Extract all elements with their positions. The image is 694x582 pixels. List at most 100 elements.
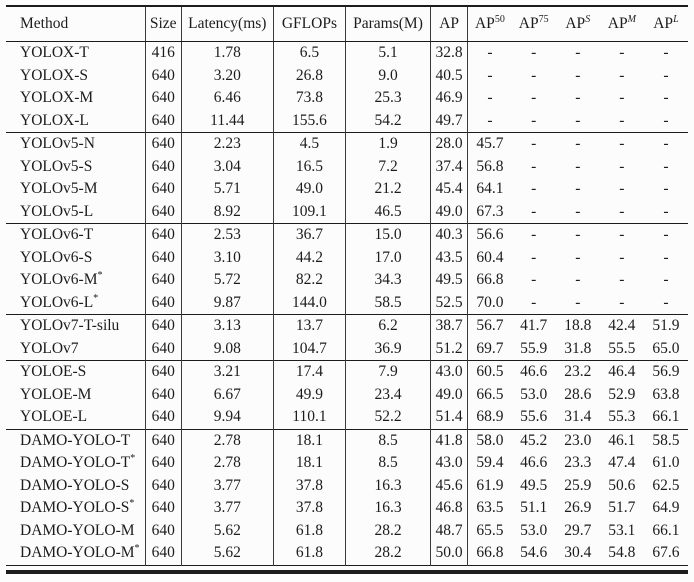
value-cell: 52.9 <box>608 385 636 403</box>
method-cell: DAMO-YOLO-S <box>20 476 130 494</box>
value-cell: 640 <box>144 155 182 178</box>
value-cell: 42.4 <box>599 314 644 338</box>
value-cell: 640 <box>144 246 182 269</box>
value-cell: 5.62 <box>180 542 274 565</box>
method-cell: DAMO-YOLO-S* <box>20 498 135 517</box>
method-cell: YOLOv6-S <box>20 248 93 266</box>
value-cell: 55.9 <box>520 339 548 357</box>
value-cell: 28.0 <box>430 132 468 156</box>
value-cell: 2.53 <box>180 223 274 247</box>
value-cell: 155.6 <box>272 109 346 133</box>
value-cell: 640 <box>144 452 182 475</box>
value-cell: 16.3 <box>344 497 431 520</box>
asterisk-superscript: * <box>129 498 135 510</box>
column-header-gflops: GFLOPs <box>272 6 346 42</box>
method-cell: YOLOv5-N <box>6 132 146 156</box>
value-cell: 109.1 <box>272 200 346 224</box>
value-cell: 9.08 <box>180 337 274 361</box>
value-cell: 13.7 <box>272 314 346 338</box>
column-header-method: Method <box>6 6 146 42</box>
value-cell: 52.5 <box>430 291 468 315</box>
method-cell: DAMO-YOLO-M* <box>20 543 140 562</box>
value-cell: - <box>467 109 512 133</box>
value-cell: 41.8 <box>430 428 468 452</box>
value-cell: 43.0 <box>430 452 468 475</box>
value-cell: 5.71 <box>180 178 274 201</box>
table-row: YOLOv6-L* 640 9.87 144.0 58.5 52.5 70.0 - - - - <box>6 291 688 315</box>
value-cell: 65.0 <box>652 339 680 357</box>
value-cell: 28.2 <box>344 542 431 565</box>
value-cell: 51.1 <box>520 499 548 517</box>
header-superscript: L <box>673 13 679 25</box>
value-cell: 5.1 <box>344 41 431 65</box>
table-row: YOLOv5-M 640 5.71 49.0 21.2 45.4 64.1 - - - - <box>6 178 688 201</box>
value-cell: 63.8 <box>652 385 680 403</box>
method-cell: YOLOX-S <box>20 66 89 84</box>
value-cell: - <box>619 111 625 129</box>
table-row: YOLOv5-S 640 3.04 16.5 7.2 37.4 56.8 - - - - <box>6 155 688 178</box>
value-cell: 3.21 <box>180 360 274 384</box>
value-cell: - <box>575 202 581 220</box>
value-cell: 66.5 <box>467 383 512 406</box>
method-cell: YOLOv6-M* <box>20 270 103 289</box>
value-cell: 61.8 <box>272 542 346 565</box>
value-cell: 82.2 <box>272 269 346 292</box>
value-cell: - <box>555 41 600 65</box>
table-row: DAMO-YOLO-T* 640 2.78 18.1 8.5 43.0 59.4 46.6 23… <box>6 452 688 475</box>
value-cell: 2.78 <box>180 452 274 475</box>
value-cell: - <box>619 271 625 289</box>
value-cell: 64.1 <box>467 178 512 201</box>
value-cell: 73.8 <box>272 87 346 110</box>
value-cell: 49.0 <box>430 200 468 224</box>
value-cell: 104.7 <box>272 337 346 361</box>
table-header: Method Size Latency(ms) GFLOPs Params(M) AP AP… <box>6 6 688 42</box>
value-cell: 26.9 <box>564 499 592 517</box>
value-cell: 43.0 <box>430 360 468 384</box>
value-cell: 3.04 <box>180 155 274 178</box>
table-row: DAMO-YOLO-S 640 3.77 37.8 16.3 45.6 61.9 49.5 25… <box>6 474 688 497</box>
value-cell: 51.2 <box>430 337 468 361</box>
value-cell: 44.2 <box>272 246 346 269</box>
value-cell: 2.23 <box>180 132 274 156</box>
table-row: YOLOX-T 416 1.78 6.5 5.1 32.8- - - - - <box>6 41 688 65</box>
value-cell: 40.5 <box>430 64 468 87</box>
value-cell: 49.0 <box>272 178 346 201</box>
table-bottom-rule <box>6 570 688 574</box>
method-group: YOLOE-S 640 3.21 17.4 7.9 43.0 60.5 46.6 23.2 46.… <box>6 360 688 429</box>
value-cell: - <box>531 66 537 84</box>
value-cell: - <box>575 248 581 266</box>
value-cell: 23.4 <box>344 383 431 406</box>
value-cell: - <box>575 157 581 175</box>
table-row: YOLOE-S 640 3.21 17.4 7.9 43.0 60.5 46.6 23.2 46.… <box>6 360 688 384</box>
value-cell: 59.4 <box>467 452 512 475</box>
value-cell: 23.3 <box>564 454 592 472</box>
table-row: YOLOv6-M* 640 5.72 82.2 34.3 49.5 66.8 - - - - <box>6 269 688 292</box>
column-header-ap50: AP50 <box>467 6 512 42</box>
value-cell: - <box>531 180 537 198</box>
value-cell: 37.4 <box>430 155 468 178</box>
value-cell: 48.7 <box>430 519 468 542</box>
value-cell: 34.3 <box>344 269 431 292</box>
value-cell: 61.0 <box>652 454 680 472</box>
value-cell: - <box>575 111 581 129</box>
header-superscript: 50 <box>494 13 505 25</box>
column-header-apm: APM <box>599 6 644 42</box>
value-cell: 640 <box>144 383 182 406</box>
value-cell: - <box>643 41 688 65</box>
value-cell: 55.3 <box>608 408 636 426</box>
value-cell: 9.94 <box>180 406 274 429</box>
value-cell: 61.8 <box>272 519 346 542</box>
value-cell: 46.5 <box>344 200 431 224</box>
value-cell: 110.1 <box>272 406 346 429</box>
value-cell: 6.46 <box>180 87 274 110</box>
value-cell: 66.8 <box>467 269 512 292</box>
value-cell: - <box>599 132 644 156</box>
method-cell: YOLOE-S <box>6 360 146 384</box>
value-cell: 46.1 <box>599 428 644 452</box>
value-cell: 45.4 <box>430 178 468 201</box>
value-cell: 55.5 <box>608 339 636 357</box>
asterisk-superscript: * <box>97 270 103 282</box>
value-cell: 3.10 <box>180 246 274 269</box>
value-cell: 640 <box>144 474 182 497</box>
